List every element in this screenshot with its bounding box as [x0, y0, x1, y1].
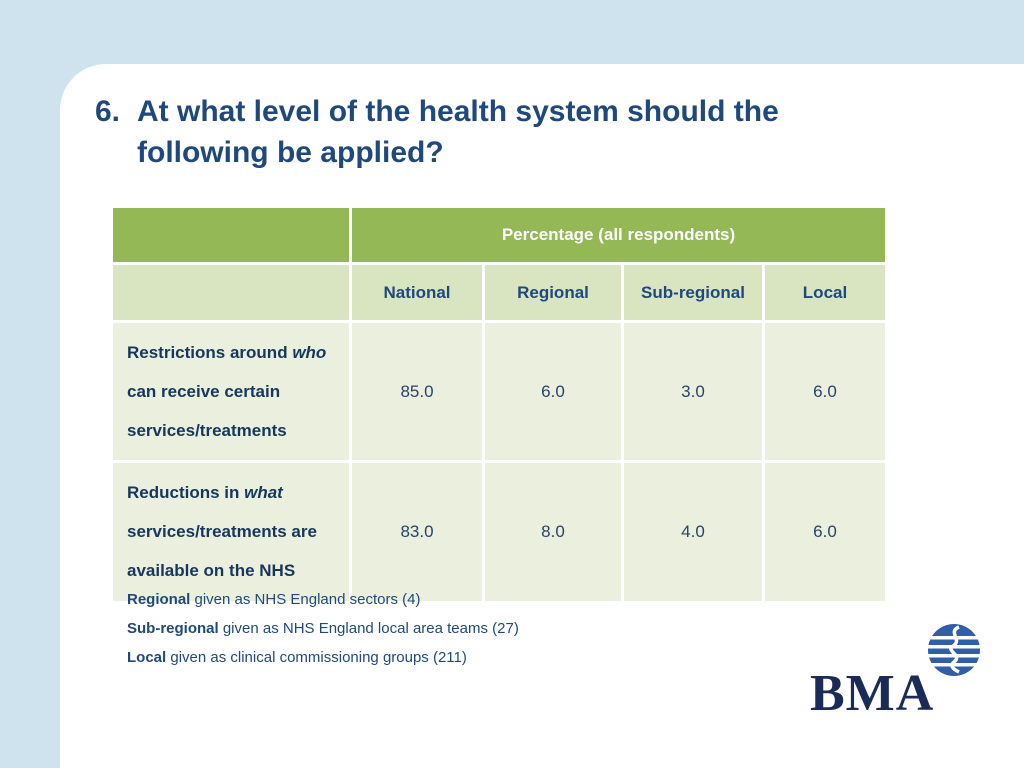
row-label-restrictions: Restrictions around who can receive cert…	[110, 319, 352, 464]
footnote-term: Regional	[127, 591, 191, 608]
row-label-italic: who	[292, 343, 327, 362]
value-cell: 8.0	[482, 460, 624, 604]
bma-logo: BMA	[810, 624, 980, 720]
column-header-regional: Regional	[482, 262, 624, 323]
footnote-sub-regional: Sub-regional given as NHS England local …	[127, 620, 519, 639]
slide-title-text: At what level of the health system shoul…	[137, 95, 779, 169]
footnote-term: Local	[127, 648, 167, 666]
row-label-text: Reductions in	[127, 483, 245, 503]
results-table: Percentage (all respondents) National Re…	[110, 205, 888, 604]
footnote-term: Sub-regional	[127, 619, 219, 637]
row-label-text: Restrictions around	[127, 343, 293, 362]
footnote-local: Local given as clinical commissioning gr…	[127, 649, 519, 668]
table-corner-cell	[110, 205, 352, 265]
table-row: Reductions in what services/treatments a…	[110, 460, 888, 604]
row-label-text: services/treatments are available on the…	[127, 522, 317, 581]
table-group-header: Percentage (all respondents)	[349, 205, 888, 265]
value-cell: 3.0	[621, 319, 765, 464]
value-cell: 6.0	[762, 460, 888, 604]
value-cell: 6.0	[762, 319, 888, 464]
value-cell: 85.0	[349, 319, 485, 464]
column-header-national: National	[349, 262, 485, 323]
row-label-italic: what	[244, 483, 283, 503]
footnote-text: given as NHS England sectors (4)	[190, 591, 421, 608]
footnote-regional: Regional given as NHS England sectors (4…	[127, 591, 519, 610]
value-cell: 6.0	[482, 319, 624, 464]
table-header-group-row: Percentage (all respondents)	[110, 205, 888, 265]
slide-title: 6. At what level of the health system sh…	[95, 92, 905, 173]
bma-caduceus-icon	[928, 624, 980, 676]
row-label-reductions: Reductions in what services/treatments a…	[110, 460, 352, 604]
column-header-local: Local	[762, 262, 888, 323]
column-header-sub-regional: Sub-regional	[621, 262, 765, 323]
table-subcorner-cell	[110, 262, 352, 323]
value-cell: 4.0	[621, 460, 765, 604]
row-label-text: can receive certain services/treatments	[127, 382, 287, 441]
table-column-header-row: National Regional Sub-regional Local	[110, 262, 888, 323]
value-cell: 83.0	[349, 460, 485, 604]
footnote-text: given as clinical commissioning groups (…	[166, 648, 467, 666]
slide-title-number: 6.	[95, 95, 121, 128]
footnote-text: given as NHS England local area teams (2…	[218, 619, 519, 637]
bma-logo-text: BMA	[810, 665, 935, 722]
footnotes: Regional given as NHS England sectors (4…	[127, 591, 519, 677]
table-row: Restrictions around who can receive cert…	[110, 319, 888, 464]
